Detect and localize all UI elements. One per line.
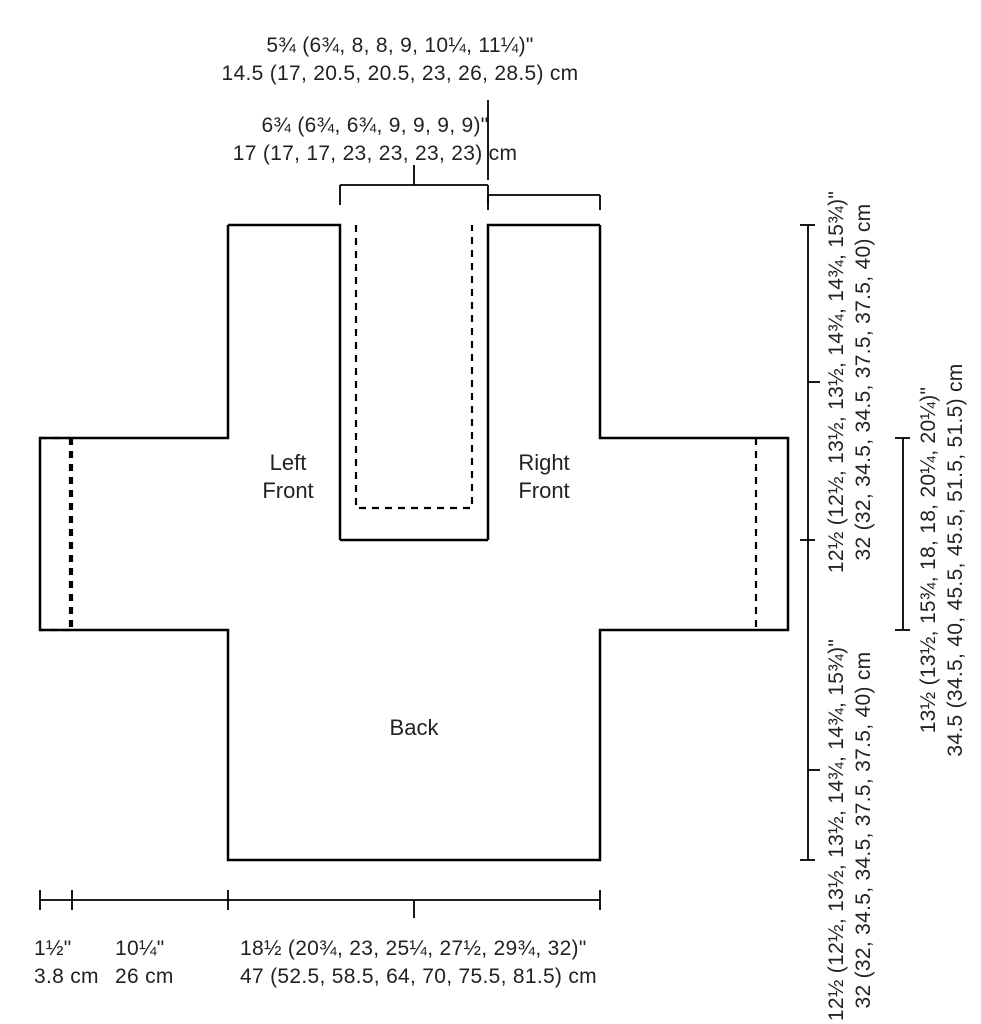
meas-body-cm: 47 (52.5, 58.5, 64, 70, 75.5, 81.5) cm: [240, 965, 597, 988]
right-bracket-total: [895, 438, 910, 630]
top-bracket-1b: [488, 195, 600, 210]
dashed-cuffs-and-neck: [40, 438, 756, 630]
meas-top1-in: 5¾ (6¾, 8, 8, 9, 10¼, 11¼)": [266, 34, 533, 57]
left-front-label-1: Left: [270, 450, 307, 475]
meas-cuff-cm: 3.8 cm: [34, 965, 99, 988]
meas-rfront-cm: 32 (32, 34.5, 34.5, 37.5, 37.5, 40) cm: [852, 204, 875, 561]
schematic-diagram: Left Front Right Front Back 5¾ (6¾, 8, 8…: [0, 0, 981, 1024]
meas-sleeve-cm: 26 cm: [115, 965, 174, 988]
right-front-label-2: Front: [518, 478, 569, 503]
back-label: Back: [390, 715, 440, 740]
dashed-lines: [40, 225, 472, 630]
meas-rtotal-cm: 34.5 (34.5, 40, 45.5, 45.5, 51.5, 51.5) …: [944, 363, 967, 756]
meas-rback-cm: 32 (32, 34.5, 34.5, 37.5, 37.5, 40) cm: [852, 652, 875, 1009]
right-bracket-back: [800, 540, 820, 860]
meas-rfront-in: 12½ (12½, 13½, 13½, 14¾, 14¾, 15¾)": [825, 191, 848, 573]
meas-top2-cm: 17 (17, 17, 23, 23, 23, 23) cm: [233, 142, 518, 165]
meas-body-in: 18½ (20¾, 23, 25¼, 27½, 29¾, 32)": [240, 937, 587, 960]
right-bracket-front: [800, 225, 820, 540]
meas-sleeve-in: 10¼": [115, 937, 165, 960]
meas-rback-in: 12½ (12½, 13½, 13½, 14¾, 14¾, 15¾)": [825, 639, 848, 1021]
meas-top1-cm: 14.5 (17, 20.5, 20.5, 23, 26, 28.5) cm: [222, 62, 579, 85]
top-bracket-2: [340, 165, 488, 205]
meas-cuff-in: 1½": [34, 937, 72, 960]
meas-top2-in: 6¾ (6¾, 6¾, 9, 9, 9, 9)": [261, 114, 488, 137]
bottom-brackets: [40, 890, 600, 918]
meas-rtotal-in: 13½ (13½, 15¾, 18, 18, 20¼, 20¼)": [917, 387, 940, 734]
garment-outline: [40, 225, 788, 860]
right-front-label-1: Right: [518, 450, 569, 475]
left-front-label-2: Front: [262, 478, 313, 503]
